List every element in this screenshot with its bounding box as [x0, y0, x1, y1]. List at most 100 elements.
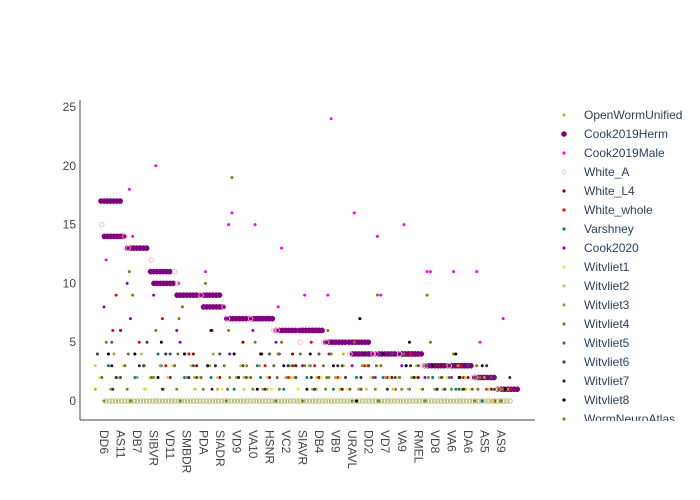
point-Witvliet7: [137, 364, 141, 368]
point-Cook2019Male: [352, 211, 356, 215]
legend-item[interactable]: Witvliet3: [562, 298, 630, 312]
legend-label: Varshney: [584, 222, 634, 236]
legend-item[interactable]: White_whole: [562, 203, 653, 217]
legend-label: Cook2019Male: [584, 146, 665, 160]
point-Witvliet2: [216, 375, 220, 379]
legend-item[interactable]: Witvliet8: [562, 393, 630, 407]
point-Witvliet2: [116, 375, 120, 379]
y-tick-label: 5: [69, 335, 76, 349]
point-White_L4: [489, 387, 493, 391]
point-Witvliet4: [452, 352, 456, 356]
baseline-point: [144, 398, 150, 404]
y-tick-label: 10: [63, 276, 77, 290]
point-Cook2019Male: [375, 234, 379, 238]
point-Cook2019Herm: [219, 304, 226, 310]
legend-label: Cook2019Herm: [584, 127, 668, 141]
legend-item[interactable]: White_L4: [562, 184, 635, 198]
x-tick-label: VC2: [279, 430, 293, 454]
legend[interactable]: OpenWormUnified Cook2019Herm Cook2019Male W…: [561, 108, 682, 426]
legend-marker: [562, 360, 566, 364]
point-Witvliet5: [447, 375, 451, 379]
point-Cook2019Male: [478, 340, 482, 344]
point-Cook2019Male: [303, 293, 307, 297]
legend-item[interactable]: Witvliet1: [562, 260, 630, 274]
point-Cook2019Male: [329, 117, 333, 121]
point-Witvliet3: [406, 387, 410, 391]
point-WormNeuroAtlas: [301, 399, 304, 403]
legend-marker: [562, 189, 566, 193]
legend-item[interactable]: White_A: [561, 165, 629, 179]
legend-marker: [562, 284, 566, 288]
baseline-point: [263, 398, 269, 404]
legend-label: Witvliet8: [584, 393, 630, 407]
point-Witvliet2: [364, 387, 368, 391]
point-Witvliet6: [317, 352, 321, 356]
point-Cook2020: [377, 352, 381, 356]
point-Witvliet6: [294, 375, 298, 379]
point-Witvliet5: [371, 375, 375, 379]
point-White_whole: [286, 375, 290, 379]
point-OpenWormUnified: [341, 352, 345, 356]
x-tick-label: DB7: [130, 430, 144, 454]
point-Witvliet4: [180, 305, 184, 309]
baseline-point: [457, 398, 463, 404]
point-White_L4: [439, 364, 443, 368]
point-Witvliet6: [393, 375, 397, 379]
point-Witvliet4: [478, 375, 482, 379]
point-WormNeuroAtlas: [152, 375, 156, 379]
point-Cook2019Herm: [514, 386, 521, 393]
point-Witvliet6: [489, 375, 493, 379]
point-Witvliet5: [321, 364, 325, 368]
point-Witvliet4: [326, 328, 330, 332]
point-Witvliet2: [388, 375, 392, 379]
point-Witvliet6: [340, 364, 344, 368]
point-Witvliet2: [139, 352, 143, 356]
baseline-point: [269, 398, 275, 404]
legend-item[interactable]: Witvliet4: [562, 317, 630, 331]
point-Cook2020: [449, 375, 453, 379]
baseline-point: [165, 398, 172, 404]
legend-item[interactable]: OpenWormUnified: [562, 108, 682, 122]
baseline-point: [219, 398, 225, 404]
legend-label: OpenWormUnified: [584, 108, 682, 122]
point-Witvliet6: [291, 364, 295, 368]
baseline-point: [413, 398, 419, 404]
point-Witvliet8: [232, 352, 236, 356]
point-White_whole: [164, 364, 168, 368]
legend-item[interactable]: Witvliet7: [562, 374, 630, 388]
point-Witvliet2: [189, 364, 193, 368]
point-Witvliet7: [336, 364, 340, 368]
point-Witvliet4: [303, 364, 307, 368]
point-Cook2020: [373, 375, 377, 379]
point-Witvliet3: [482, 375, 486, 379]
legend-item[interactable]: WormNeuroAtlas: [562, 412, 675, 426]
point-Witvliet8: [358, 317, 362, 321]
legend-item[interactable]: Witvliet6: [562, 355, 630, 369]
legend-marker: [562, 151, 566, 155]
legend-marker: [562, 417, 566, 421]
point-Cook2020: [324, 340, 328, 344]
point-Witvliet8: [209, 328, 213, 332]
point-Witvliet4: [475, 364, 479, 368]
legend-item[interactable]: Witvliet2: [562, 279, 630, 293]
point-Witvliet4: [425, 293, 429, 297]
baseline-point: [328, 398, 335, 404]
point-Witvliet4: [253, 340, 257, 344]
point-Witvliet3: [410, 375, 414, 379]
point-White_L4: [267, 375, 271, 379]
legend-item[interactable]: Cook2020: [562, 241, 639, 255]
point-Witvliet4: [131, 293, 135, 297]
baseline-point: [303, 398, 310, 404]
legend-marker: [562, 265, 566, 269]
point-WormNeuroAtlas: [251, 387, 255, 391]
point-Witvliet2: [242, 387, 246, 391]
point-Witvliet7: [412, 375, 416, 379]
legend-item[interactable]: Witvliet5: [562, 336, 630, 350]
legend-item[interactable]: Cook2019Herm: [561, 127, 668, 141]
legend-item[interactable]: Cook2019Male: [562, 146, 665, 160]
baseline-point: [360, 398, 366, 404]
point-Witvliet5: [176, 352, 180, 356]
point-Witvliet5: [275, 375, 279, 379]
legend-item[interactable]: Varshney: [562, 222, 634, 236]
